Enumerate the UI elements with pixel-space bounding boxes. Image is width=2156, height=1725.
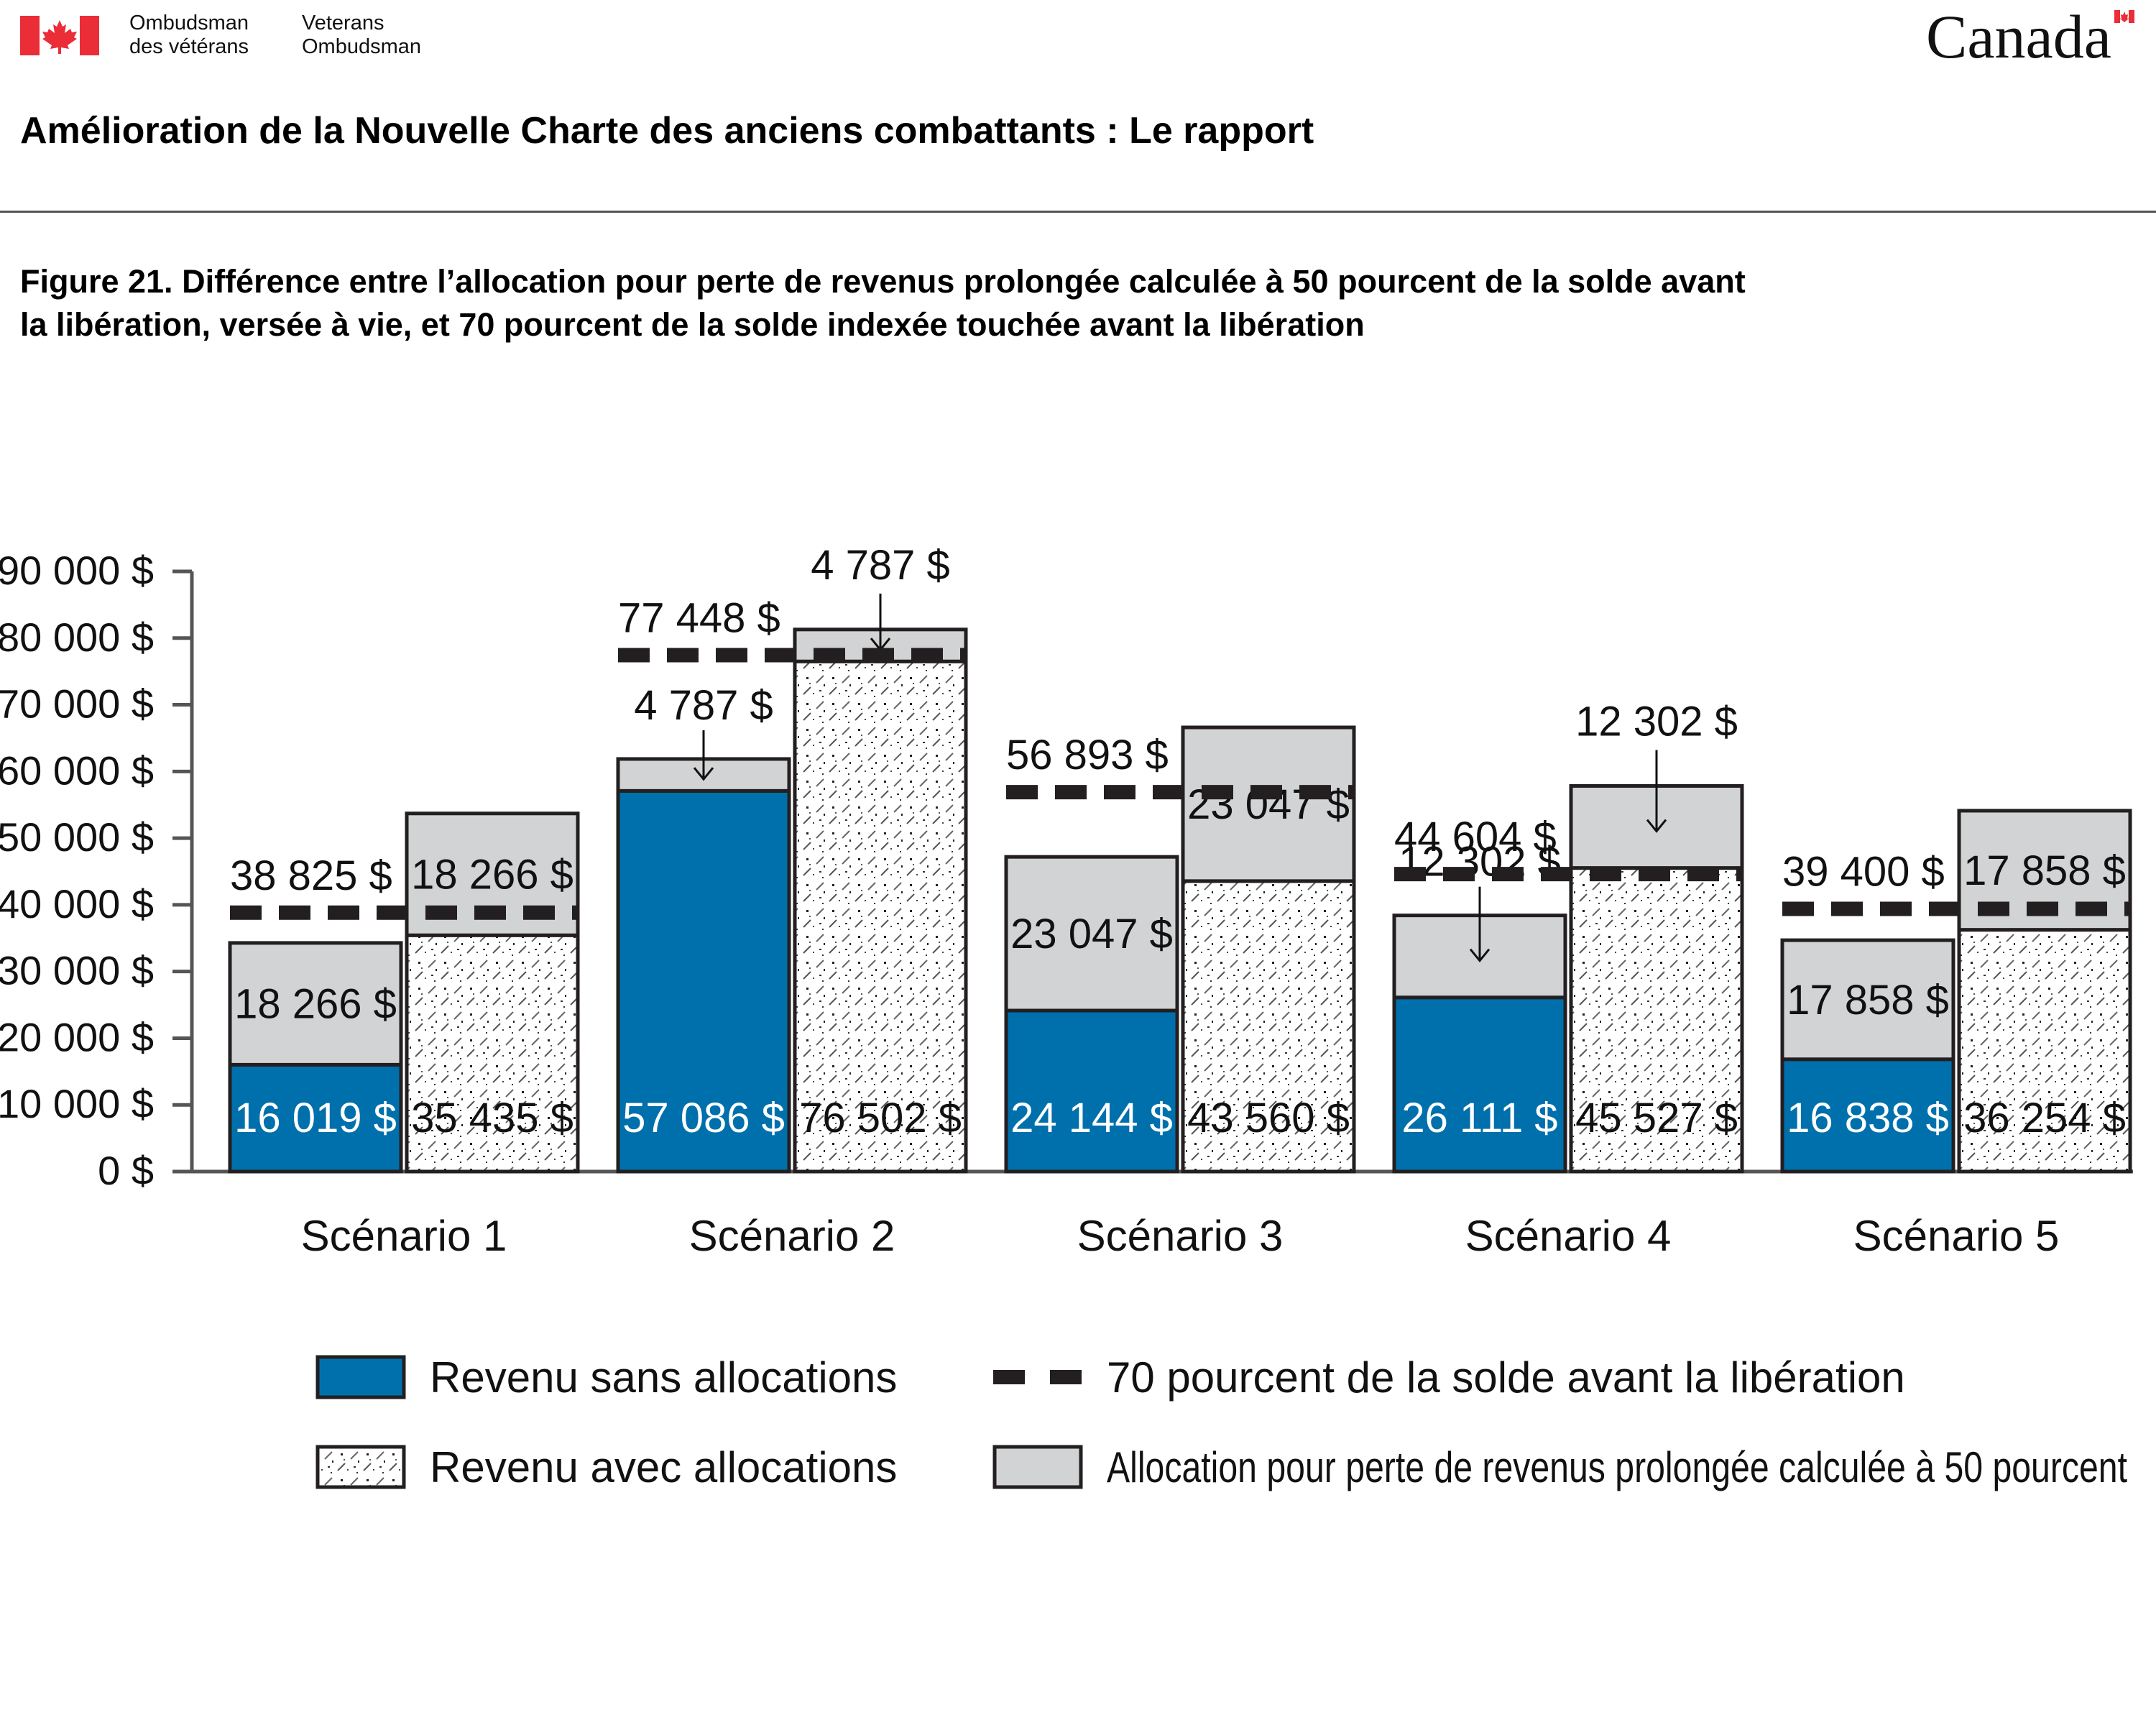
canada-wordmark-logo: Canada (1926, 3, 2134, 68)
data-label-revenu-sans: 16 019 $ (234, 1095, 397, 1141)
data-label-revenu-avec: 35 435 $ (411, 1095, 573, 1141)
data-label-revenu-avec: 36 254 $ (1963, 1095, 2126, 1141)
data-label-allocation-sans: 4 787 $ (634, 682, 773, 729)
org-name-en: Veterans Ombudsman (302, 12, 421, 59)
data-label-revenu-sans: 24 144 $ (1010, 1095, 1173, 1141)
bar-revenu-sans (228, 1062, 403, 1174)
threshold-70-label: 77 448 $ (618, 594, 780, 641)
y-tick-label: 80 000 $ (0, 615, 154, 660)
report-title: Amélioration de la Nouvelle Charte des a… (20, 110, 1314, 152)
threshold-70-label: 39 400 $ (1782, 848, 1945, 895)
bar-allocation-sans (228, 941, 403, 1067)
y-tick-label: 30 000 $ (0, 948, 154, 993)
category-label: Scénario 5 (1853, 1212, 2060, 1260)
bar-revenu-avec (405, 933, 580, 1174)
wordmark-flag-icon (2114, 10, 2134, 23)
bar-revenu-sans (1392, 995, 1567, 1174)
data-label-allocation-avec: 18 266 $ (411, 852, 573, 898)
y-tick-label: 10 000 $ (0, 1081, 154, 1126)
bar-revenu-sans (1004, 1008, 1179, 1174)
y-tick-label: 90 000 $ (0, 548, 154, 593)
data-label-revenu-sans: 26 111 $ (1401, 1095, 1557, 1141)
page-header: Ombudsman des vétérans Veterans Ombudsma… (0, 0, 2156, 216)
canada-flag-icon (20, 16, 99, 55)
legend-label-revenu-sans: Revenu sans allocations (430, 1353, 897, 1402)
org-en-line1: Veterans (302, 12, 384, 34)
bars-layer: 16 019 $ 35 435 $ 18 266 $ 18 266 $ 38 825 $… (228, 542, 2132, 1174)
y-tick-label: 70 000 $ (0, 681, 154, 727)
y-tick-label: 60 000 $ (0, 748, 154, 793)
threshold-70-label: 44 604 $ (1394, 814, 1557, 860)
data-label-revenu-sans: 57 086 $ (622, 1095, 785, 1141)
data-label-revenu-avec: 76 502 $ (799, 1095, 962, 1141)
category-label: Scénario 3 (1077, 1212, 1284, 1260)
callout-arrow-head (1469, 948, 1491, 963)
legend-swatch-revenu-sans (315, 1355, 406, 1399)
threshold-70-label: 38 825 $ (230, 852, 392, 899)
y-tick-label: 20 000 $ (0, 1014, 154, 1059)
data-label-allocation-sans: 23 047 $ (1010, 911, 1173, 957)
org-name-fr: Ombudsman des vétérans (129, 12, 249, 59)
org-fr-line1: Ombudsman (129, 12, 249, 34)
threshold-70-label: 56 893 $ (1006, 732, 1169, 778)
bar-revenu-avec (793, 659, 968, 1174)
data-label-allocation-avec: 4 787 $ (811, 542, 950, 589)
bar-revenu-avec (1957, 928, 2132, 1174)
callout-arrow-head (693, 767, 714, 781)
bar-revenu-avec (1181, 879, 1356, 1174)
wordmark-text: Canada (1926, 3, 2111, 68)
callout-arrow-head (1646, 819, 1667, 833)
x-axis-labels: Scénario 1 Scénario 2 Scénario 3 Scénario 4… (301, 1212, 2060, 1260)
org-fr-line2: des vétérans (129, 35, 249, 58)
figure-title-line1: Figure 21. Différence entre l’allocation… (20, 263, 1746, 300)
y-tick-label: 50 000 $ (0, 814, 154, 860)
org-en-line2: Ombudsman (302, 35, 422, 58)
data-label-allocation-avec: 12 302 $ (1575, 698, 1738, 745)
legend-label-allocation-50: Allocation pour perte de revenus prolong… (1107, 1443, 2127, 1491)
header-divider (0, 211, 2156, 213)
data-label-revenu-avec: 45 527 $ (1575, 1095, 1738, 1141)
category-label: Scénario 2 (689, 1212, 895, 1260)
legend-swatch-allocation-50 (992, 1445, 1083, 1489)
y-tick-label: 0 $ (98, 1148, 154, 1193)
legend-label-threshold-70: 70 pourcent de la solde avant la libérat… (1107, 1353, 1905, 1402)
data-label-allocation-sans: 17 858 $ (1787, 977, 1949, 1024)
bar-allocation-sans (1004, 855, 1179, 1013)
figure-title: Figure 21. Différence entre l’allocation… (20, 260, 2104, 346)
legend-swatch-revenu-avec (315, 1445, 406, 1489)
bar-allocation-avec (1181, 725, 1356, 883)
data-label-allocation-avec: 17 858 $ (1963, 847, 2126, 894)
category-label: Scénario 4 (1465, 1212, 1672, 1260)
data-label-revenu-avec: 43 560 $ (1187, 1095, 1350, 1141)
legend: Revenu sans allocations Revenu avec alloc… (315, 1353, 2127, 1491)
bar-allocation-sans (1780, 938, 1955, 1062)
category-label: Scénario 1 (301, 1212, 507, 1260)
data-label-revenu-sans: 16 838 $ (1787, 1095, 1949, 1141)
legend-label-revenu-avec: Revenu avec allocations (430, 1443, 897, 1491)
figure-title-line2: la libération, versée à vie, et 70 pourc… (20, 306, 1365, 343)
data-label-allocation-sans: 18 266 $ (234, 981, 397, 1028)
y-tick-label: 40 000 $ (0, 881, 154, 926)
bar-revenu-sans (616, 788, 791, 1174)
